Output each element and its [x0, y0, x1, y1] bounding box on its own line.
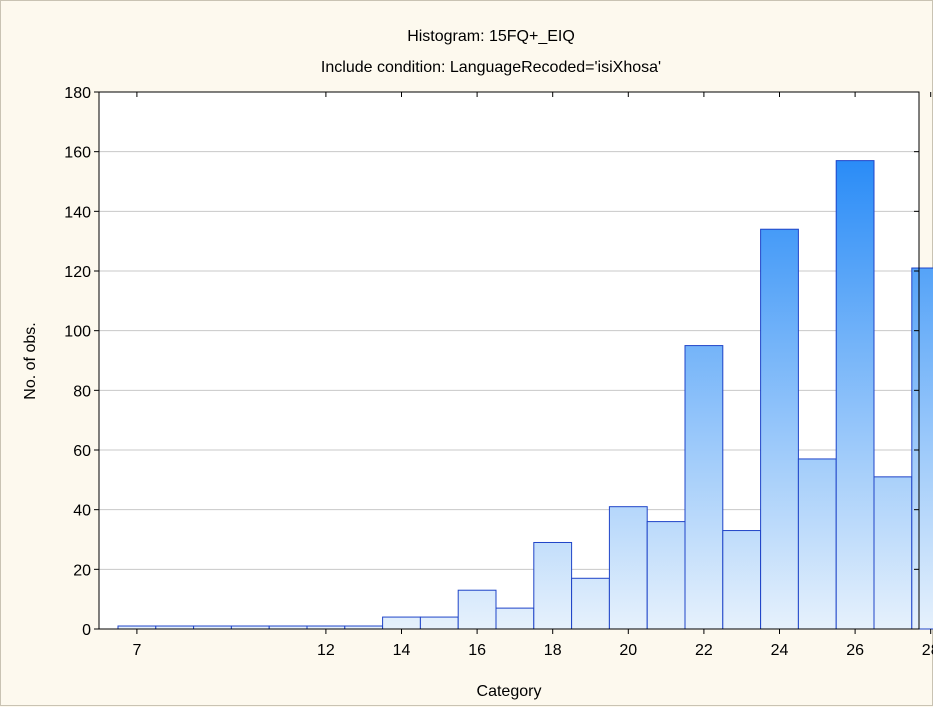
x-axis-label: Category	[477, 683, 542, 700]
x-tick-label: 14	[393, 642, 411, 659]
histogram-bar	[608, 506, 648, 630]
y-tick-label: 120	[64, 264, 91, 281]
chart-subtitle: Include condition: LanguageRecoded='isiX…	[321, 59, 661, 76]
y-tick-label: 60	[73, 443, 91, 460]
y-tick-label: 160	[64, 145, 91, 162]
y-tick-label: 0	[82, 622, 91, 639]
x-axis: 712141618202224262830	[132, 92, 933, 659]
y-axis: 0 20 40 60 80 100 120 140 160 180	[64, 85, 919, 639]
histogram-bar	[722, 530, 762, 630]
y-tick-label: 100	[64, 324, 91, 341]
histogram-bar	[382, 616, 421, 630]
gridlines	[99, 151, 919, 570]
x-tick-label: 22	[695, 642, 713, 659]
y-axis-label: No. of obs.	[22, 322, 39, 399]
x-tick-label: 12	[317, 642, 335, 659]
x-tick-label: 7	[132, 642, 141, 659]
histogram-bar	[911, 267, 933, 630]
y-tick-label: 180	[64, 85, 91, 102]
histogram-bar	[419, 616, 459, 630]
histogram-bar	[533, 541, 573, 630]
plot-border	[98, 91, 920, 630]
histogram-bar	[684, 345, 724, 630]
bars	[117, 160, 933, 630]
y-tick-label: 80	[73, 383, 91, 400]
histogram-bar	[495, 607, 535, 630]
y-tick-label: 140	[64, 204, 91, 221]
x-tick-label: 16	[468, 642, 486, 659]
x-tick-label: 18	[544, 642, 562, 659]
histogram-bar	[760, 228, 799, 630]
histogram-bar	[835, 160, 875, 630]
histogram-bar	[457, 589, 497, 630]
x-tick-label: 20	[619, 642, 637, 659]
histogram-bar	[797, 458, 837, 630]
y-tick-label: 20	[73, 562, 91, 579]
histogram-bar	[646, 521, 686, 630]
histogram-bar	[571, 577, 610, 630]
x-tick-label: 26	[846, 642, 864, 659]
y-tick-label: 40	[73, 503, 91, 520]
histogram-bar	[873, 476, 913, 630]
x-tick-label: 28	[922, 642, 933, 659]
chart-title: Histogram: 15FQ+_EIQ	[407, 28, 575, 45]
x-tick-label: 24	[771, 642, 789, 659]
